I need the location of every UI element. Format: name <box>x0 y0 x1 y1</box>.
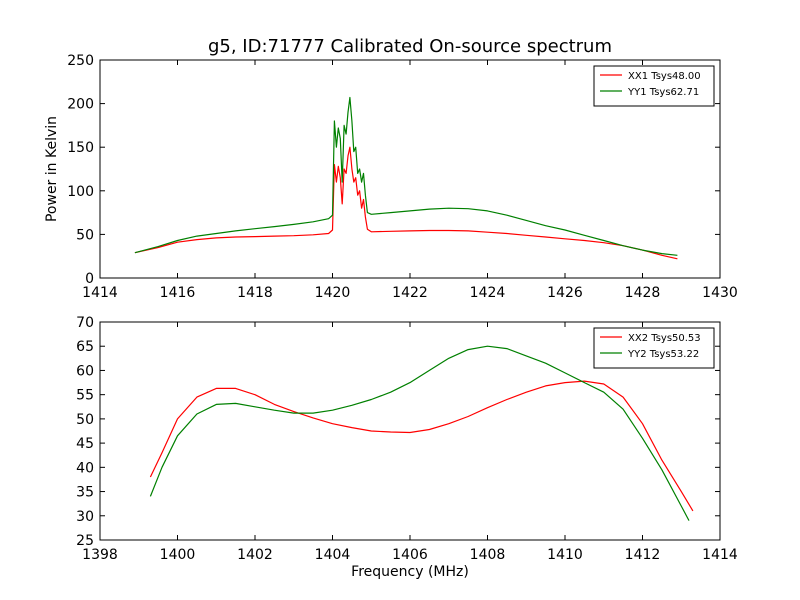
x-tick-label: 1414 <box>702 547 738 563</box>
y-tick-label: 35 <box>76 485 94 501</box>
x-tick-label: 1404 <box>315 547 351 563</box>
y-tick-label: 50 <box>76 412 94 428</box>
legend-entry-label: XX1 Tsys48.00 <box>628 71 701 82</box>
y-tick-label: 50 <box>76 227 94 243</box>
x-tick-label: 1424 <box>470 285 506 301</box>
legend-entry-label: YY2 Tsys53.22 <box>627 349 699 360</box>
y-tick-label: 150 <box>67 140 94 156</box>
y-tick-label: 30 <box>76 509 94 525</box>
y-tick-label: 55 <box>76 388 94 404</box>
legend-box <box>593 65 715 107</box>
bottom-panel-xx2-yy2: 1398 1400 1402 1404 1406 1408 1410 1412 1414 25 30… <box>76 315 738 580</box>
x-tick-label: 1402 <box>237 547 273 563</box>
legend-entry-label: XX2 Tsys50.53 <box>628 333 701 344</box>
y-tick-label: 25 <box>76 533 94 549</box>
x-tick-label: 1416 <box>160 285 196 301</box>
legend-box <box>593 327 715 369</box>
x-tick-label: 1428 <box>625 285 661 301</box>
top-panel-xx1-yy1: 1414 1416 1418 1420 1422 1424 1426 1428 1430 0 50 1… <box>44 53 738 301</box>
x-tick-label: 1420 <box>315 285 351 301</box>
x-tick-label: 1414 <box>82 285 118 301</box>
legend-entry-label: YY1 Tsys62.71 <box>627 87 699 98</box>
y-tick-label: 100 <box>67 184 94 200</box>
x-tick-label: 1422 <box>392 285 428 301</box>
y-tick-label: 70 <box>76 315 94 331</box>
series-line-0-1 <box>134 96 678 256</box>
y-tick-label: 60 <box>76 363 94 379</box>
y-tick-label: 250 <box>67 53 94 69</box>
x-tick-label: 1406 <box>392 547 428 563</box>
x-tick-label: 1400 <box>160 547 196 563</box>
x-tick-label: 1426 <box>547 285 583 301</box>
y-tick-label: 45 <box>76 436 94 452</box>
y-tick-label: 0 <box>85 271 94 287</box>
y-tick-label: 65 <box>76 339 94 355</box>
x-tick-label: 1408 <box>470 547 506 563</box>
series-line-0-0 <box>134 146 678 260</box>
series-line-1-1 <box>149 345 690 521</box>
figure-title: g5, ID:71777 Calibrated On-source spectr… <box>208 36 612 57</box>
x-tick-label: 1398 <box>82 547 118 563</box>
x-tick-label: 1410 <box>547 547 583 563</box>
legend: XX1 Tsys48.00 YY1 Tsys62.71 <box>593 65 715 107</box>
legend: XX2 Tsys50.53 YY2 Tsys53.22 <box>593 327 715 369</box>
x-tick-label: 1418 <box>237 285 273 301</box>
x-axis-label: Frequency (MHz) <box>351 564 469 580</box>
y-tick-label: 200 <box>67 97 94 113</box>
x-tick-label: 1430 <box>702 285 738 301</box>
y-tick-label: 40 <box>76 460 94 476</box>
y-axis-label: Power in Kelvin <box>44 116 60 222</box>
x-tick-label: 1412 <box>625 547 661 563</box>
series-line-1-0 <box>149 380 694 512</box>
